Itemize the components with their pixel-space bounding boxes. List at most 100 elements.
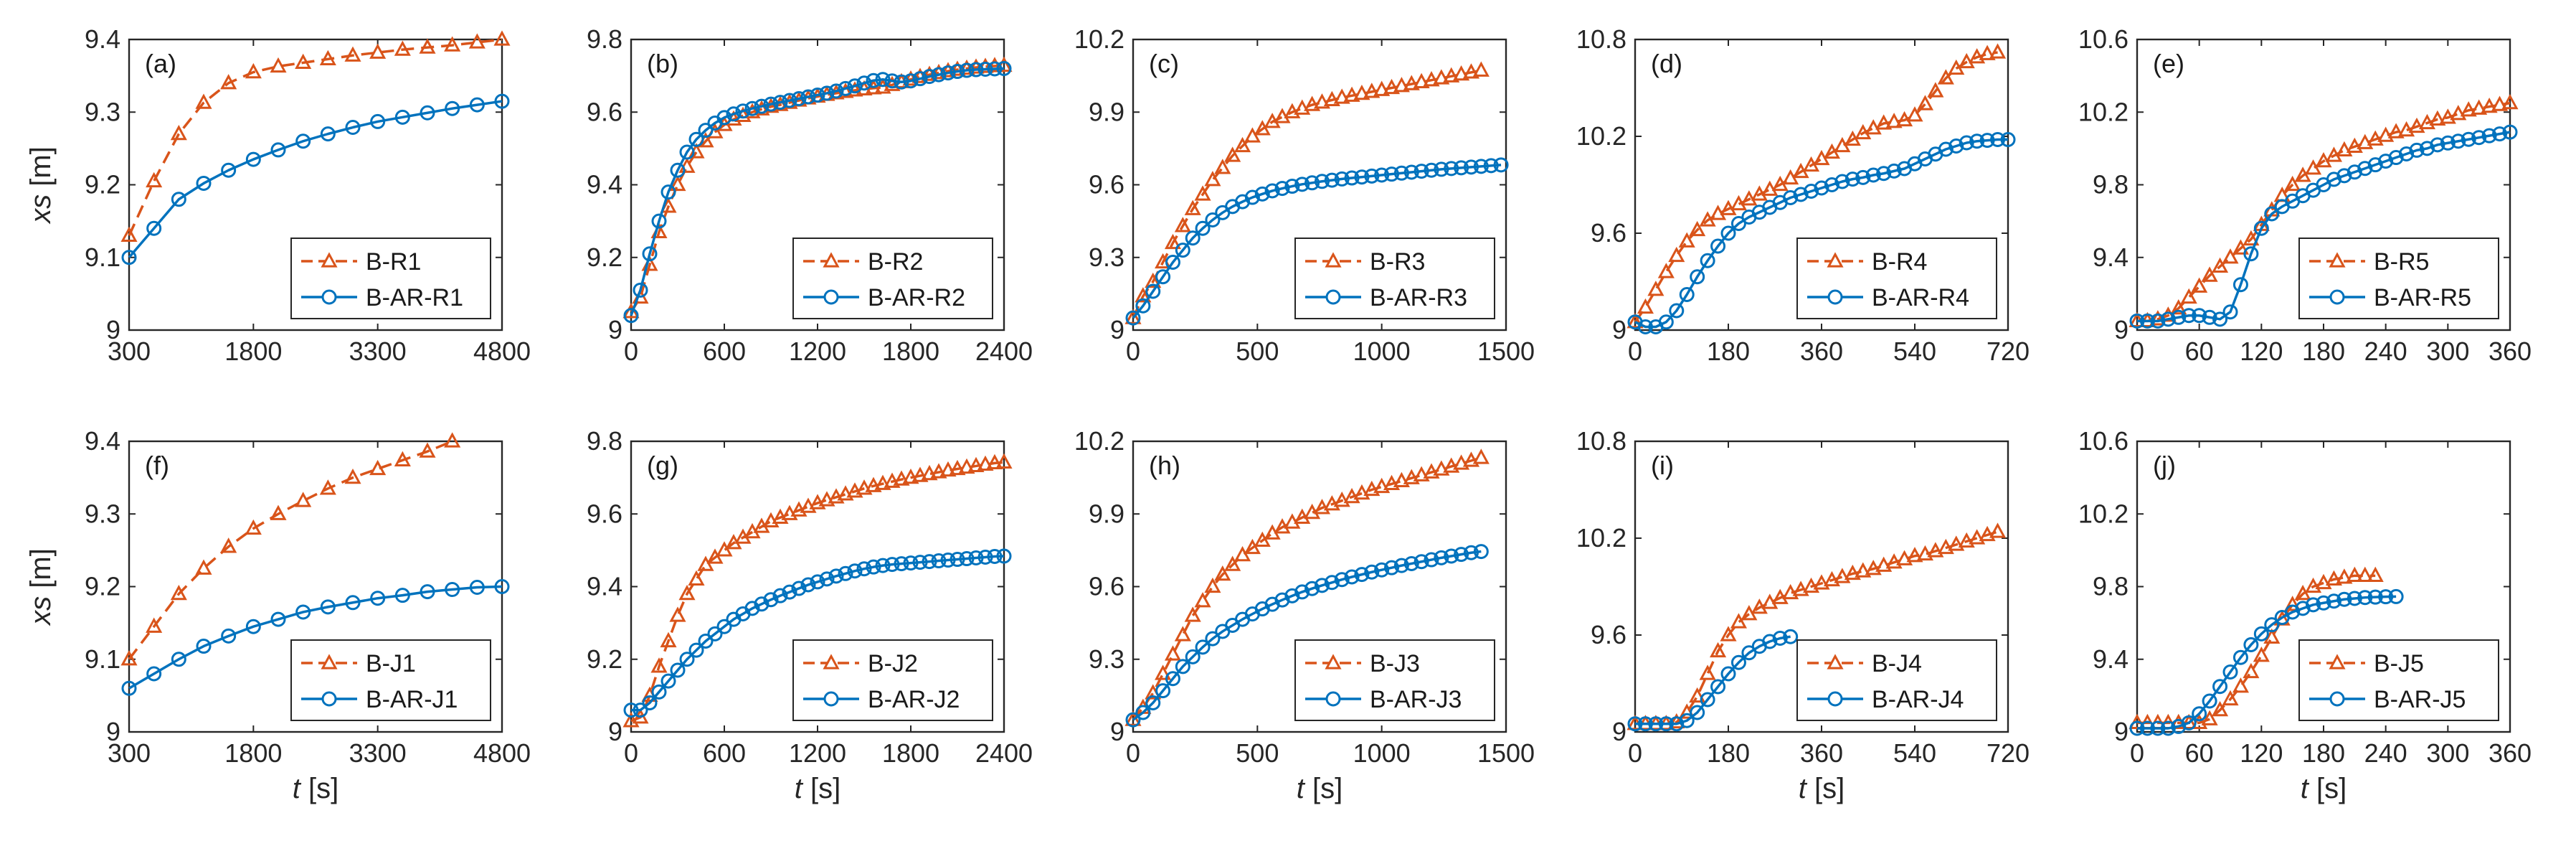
data-point-circle (912, 555, 928, 570)
data-point-circle (494, 93, 510, 109)
data-point-triangle (1423, 71, 1440, 87)
data-point-circle (1845, 171, 1860, 187)
legend-label: B-R1 (366, 248, 421, 276)
data-point-circle (660, 184, 676, 200)
data-point-circle (469, 580, 485, 596)
data-point-triangle (1855, 123, 1872, 140)
data-point-circle (670, 662, 686, 678)
data-point-triangle (220, 537, 237, 553)
x-tick-label: 0 (624, 738, 638, 768)
data-point-circle (2222, 304, 2238, 320)
data-point-circle (2202, 309, 2217, 325)
data-point-circle (1393, 558, 1409, 573)
data-point-circle (968, 62, 984, 77)
data-point-triangle (419, 442, 436, 458)
data-point-triangle (1403, 469, 1420, 484)
data-point-circle (810, 574, 825, 590)
data-point-circle (782, 93, 797, 108)
data-point-triangle (1145, 272, 1162, 288)
y-tick-label: 9.8 (2093, 170, 2128, 199)
data-point-circle (838, 80, 853, 96)
legend-label: B-R5 (2374, 248, 2429, 276)
data-point-triangle (270, 504, 287, 520)
x-tick-label: 540 (1893, 337, 1936, 366)
y-tick-label: 10.2 (2078, 97, 2128, 126)
data-point-triangle (369, 459, 387, 476)
x-tick-label: 1800 (224, 337, 282, 366)
data-point-triangle (120, 226, 138, 242)
x-tick-label: 1800 (224, 738, 282, 768)
data-point-triangle (930, 463, 947, 479)
data-point-circle (1444, 161, 1459, 177)
data-point-circle (2378, 154, 2394, 169)
data-point-triangle (1304, 95, 1321, 111)
series-line (1132, 164, 1502, 319)
data-point-circle (959, 551, 975, 567)
data-point-triangle (444, 36, 461, 52)
data-point-circle (1669, 716, 1685, 732)
data-point-triangle (1323, 495, 1340, 511)
data-point-triangle (2253, 647, 2270, 662)
data-point-triangle (1761, 593, 1779, 609)
panel-e: 0 60 120 180 240 300 360 9 9.4 9.8 10.2 10.6 (e) B-R5… (2078, 24, 2532, 366)
data-point-circle (1135, 705, 1151, 720)
legend: B-R3 B-AR-R3 (1294, 238, 1495, 319)
data-point-circle (2160, 311, 2176, 327)
data-point-triangle (2325, 570, 2342, 586)
legend-label: B-R2 (868, 248, 923, 276)
data-point-circle (987, 61, 1003, 77)
data-point-triangle (1637, 298, 1654, 314)
data-point-triangle (2222, 248, 2239, 264)
data-point-triangle (1353, 84, 1370, 100)
data-point-circle (1254, 186, 1270, 202)
legend-marker-circle (1827, 691, 1843, 707)
panel-label: (c) (1149, 49, 1179, 78)
data-point-circle (1244, 189, 1260, 205)
y-tick-label: 9.6 (1591, 620, 1626, 649)
data-point-circle (1125, 310, 1141, 326)
data-point-triangle (1373, 477, 1391, 494)
panel-f: 300 1800 3300 4800 9 9.1 9.2 9.3 9.4 (f) xs [m] t [… (25, 426, 531, 804)
legend-box (1294, 238, 1495, 319)
data-point-triangle (1958, 52, 1975, 69)
data-point-circle (1444, 548, 1459, 564)
x-tick-label: 0 (2130, 738, 2144, 768)
x-tick-label: 300 (108, 337, 151, 366)
data-point-circle (1637, 319, 1653, 334)
data-point-circle (320, 599, 336, 615)
x-tick-label: 300 (108, 738, 151, 768)
data-point-circle (772, 588, 788, 603)
data-point-triangle (2284, 596, 2301, 611)
data-point-circle (1175, 243, 1190, 258)
data-point-circle (1463, 159, 1479, 175)
data-point-circle (2202, 693, 2217, 709)
panel-j: 0 60 120 180 240 300 360 9 9.4 9.8 10.2 10.6 (j) t [s… (2078, 426, 2532, 804)
x-tick-label: 0 (1126, 337, 1140, 366)
data-point-circle (1424, 162, 1439, 178)
data-point-circle (1762, 634, 1778, 649)
series-b-ar-r3 (1125, 157, 1509, 326)
data-point-triangle (2305, 159, 2322, 175)
data-point-triangle (678, 584, 696, 601)
data-point-circle (2264, 206, 2280, 222)
y-tick-label: 9.3 (85, 499, 120, 528)
data-point-triangle (902, 468, 919, 484)
series-b-r3 (1124, 61, 1490, 324)
data-point-triangle (1353, 484, 1370, 500)
data-point-circle (295, 133, 311, 149)
series-b-ar-r5 (2129, 124, 2518, 329)
data-point-circle (1793, 187, 1809, 202)
panel-label: (e) (2153, 49, 2184, 78)
x-tick-label: 240 (2364, 337, 2407, 366)
data-point-circle (931, 553, 947, 569)
data-point-circle (1690, 705, 1705, 720)
series-b-ar-j2 (623, 548, 1012, 718)
data-point-triangle (170, 124, 187, 141)
panel-label: (f) (145, 451, 169, 480)
data-point-triangle (1958, 532, 1975, 548)
y-tick-label: 9 (1110, 717, 1124, 746)
x-tick-label: 120 (2240, 738, 2283, 768)
data-point-triangle (2170, 299, 2187, 315)
data-point-triangle (1948, 535, 1965, 551)
